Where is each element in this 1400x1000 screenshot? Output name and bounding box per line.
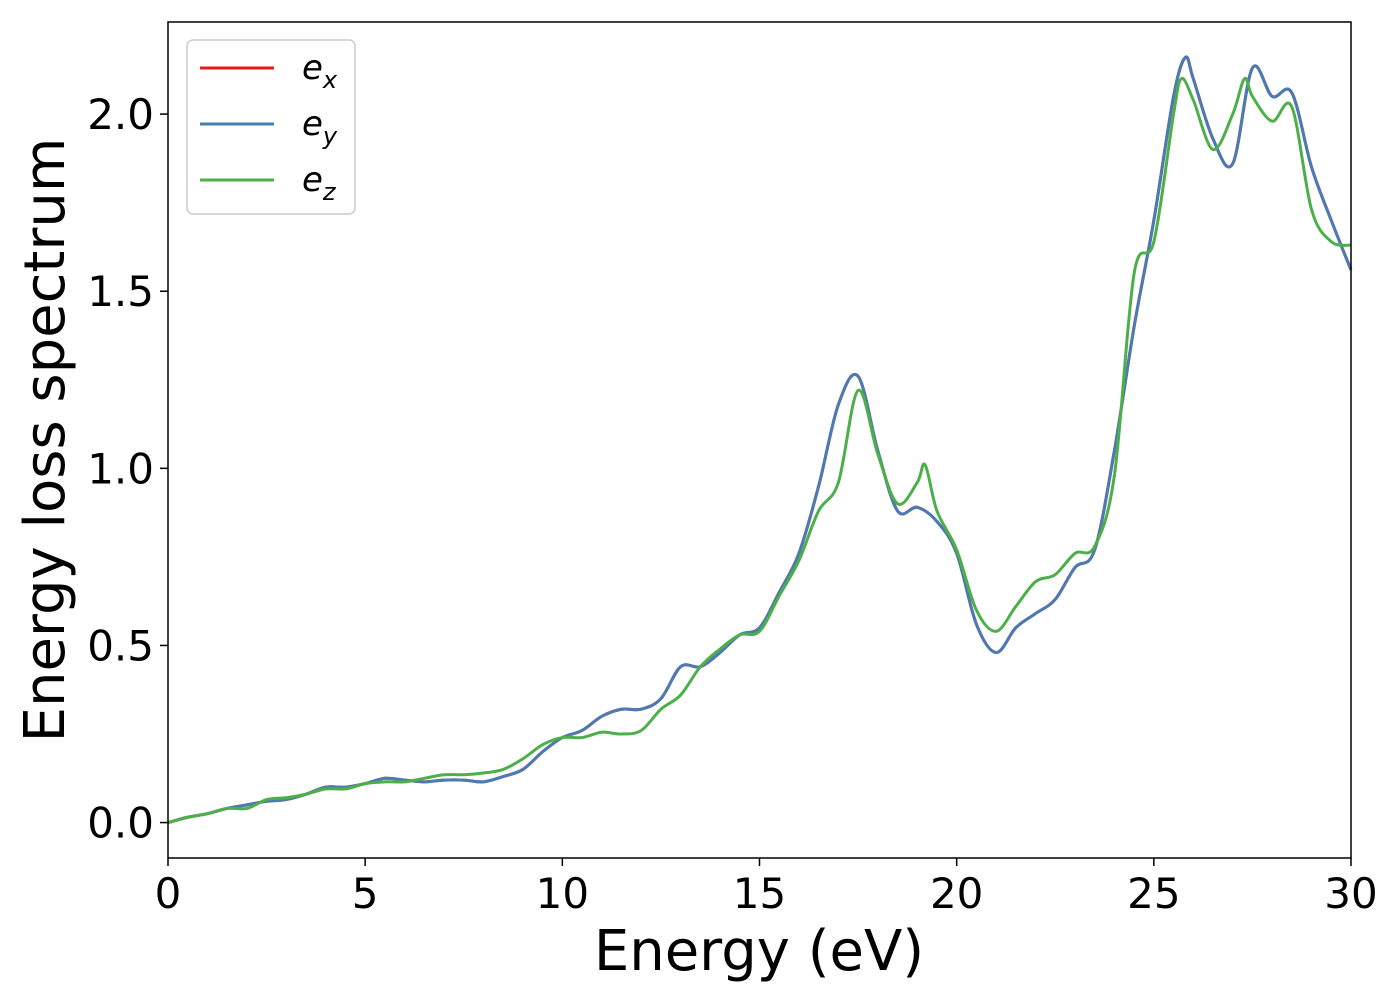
legend-box <box>186 39 356 215</box>
x-axis-title: Energy (eV) <box>594 919 924 984</box>
x-tick-label: 10 <box>536 869 589 918</box>
legend-label-subscript: y <box>322 122 338 150</box>
legend-label-e-z: ez <box>302 160 337 206</box>
y-axis-title: Energy loss spectrum <box>13 138 78 743</box>
x-tick-label: 0 <box>155 869 182 918</box>
legend-label-base: e <box>302 160 323 200</box>
series-layer <box>167 55 1353 825</box>
legend-label-base: e <box>302 48 323 88</box>
x-tick-label: 20 <box>930 869 983 918</box>
y-axis-ticks: 0.0 0.5 1.0 1.5 2.0 <box>87 90 168 848</box>
legend-label-e-x: ex <box>302 48 338 94</box>
x-tick-label: 15 <box>733 869 786 918</box>
y-tick-label: 0.5 <box>87 621 154 670</box>
legend-label-e-y: ey <box>302 104 338 150</box>
y-tick-label: 2.0 <box>87 90 154 139</box>
series-line-e-y <box>167 55 1353 825</box>
series-line-e-z <box>167 76 1352 825</box>
x-axis-ticks: 0 5 10 15 20 25 30 <box>155 858 1378 918</box>
x-tick-label: 25 <box>1127 869 1180 918</box>
legend-label-subscript: x <box>322 66 338 94</box>
legend-label-base: e <box>302 104 323 144</box>
y-tick-label: 1.0 <box>87 444 154 493</box>
y-tick-label: 0.0 <box>87 799 154 848</box>
legend-label-subscript: z <box>322 178 337 206</box>
x-tick-label: 30 <box>1324 869 1377 918</box>
x-tick-label: 5 <box>352 869 379 918</box>
y-tick-label: 1.5 <box>87 267 154 316</box>
